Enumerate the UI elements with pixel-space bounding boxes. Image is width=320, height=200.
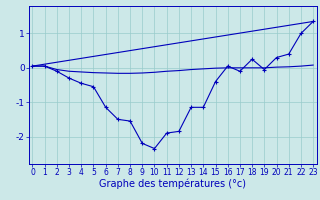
X-axis label: Graphe des températures (°c): Graphe des températures (°c) [99, 179, 246, 189]
